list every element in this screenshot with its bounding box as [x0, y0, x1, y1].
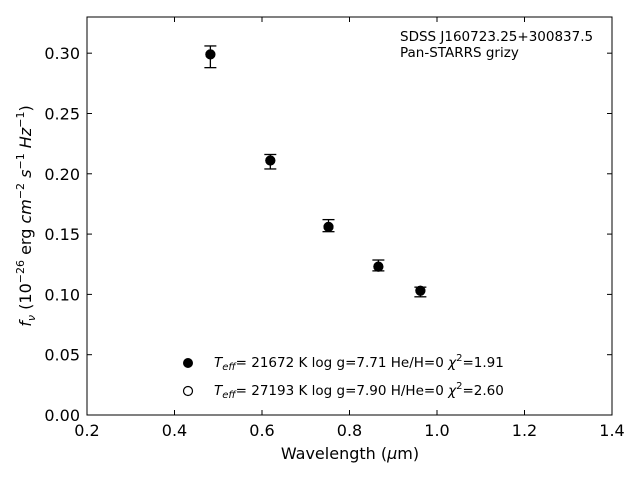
legend: Teff= 21672 K log g=7.71 He/H=0 χ2=1.91 …	[182, 353, 504, 401]
model-filled-point-2	[323, 221, 334, 232]
y-axis-label: fν (10−26 erg cm−2 s−1 Hz−1)	[14, 105, 38, 326]
x-tick-label-6: 1.4	[599, 421, 624, 440]
ticks: 0.2 0.4 0.6 0.8 1.0 1.2 1.4 0.00 0.05 0.10 0.15 0.2…	[44, 17, 625, 440]
x-axis-label: Wavelength (μm)	[281, 444, 419, 463]
legend-marker-open	[182, 385, 194, 397]
legend-entry-2: Teff= 27193 K log g=7.90 H/He=0 χ2=2.60	[214, 381, 504, 401]
annotation-line-1: SDSS J160723.25+300837.5	[400, 29, 593, 45]
x-tick-label-5: 1.2	[512, 421, 537, 440]
y-tick-label-4: 0.20	[44, 165, 80, 184]
annotation-line-2: Pan-STARRS grizy	[400, 45, 519, 61]
legend-marker-filled	[183, 358, 193, 368]
model-filled-point-4	[415, 285, 426, 296]
legend-entry-1: Teff= 21672 K log g=7.71 He/H=0 χ2=1.91	[214, 353, 504, 373]
marks	[204, 45, 427, 298]
x-tick-label-2: 0.6	[249, 421, 274, 440]
model-filled-point-3	[373, 261, 384, 272]
model-filled-point-1	[265, 155, 276, 166]
x-tick-label-1: 0.4	[162, 421, 187, 440]
x-tick-label-3: 0.8	[337, 421, 362, 440]
y-tick-label-3: 0.15	[44, 225, 80, 244]
y-tick-label-6: 0.30	[44, 44, 80, 63]
y-tick-label-2: 0.10	[44, 285, 80, 304]
x-tick-label-0: 0.2	[74, 421, 99, 440]
y-tick-label-5: 0.25	[44, 104, 80, 123]
model-filled-point-0	[205, 49, 216, 60]
y-tick-label-1: 0.05	[44, 346, 80, 365]
x-tick-label-4: 1.0	[424, 421, 449, 440]
y-tick-label-0: 0.00	[44, 406, 80, 425]
